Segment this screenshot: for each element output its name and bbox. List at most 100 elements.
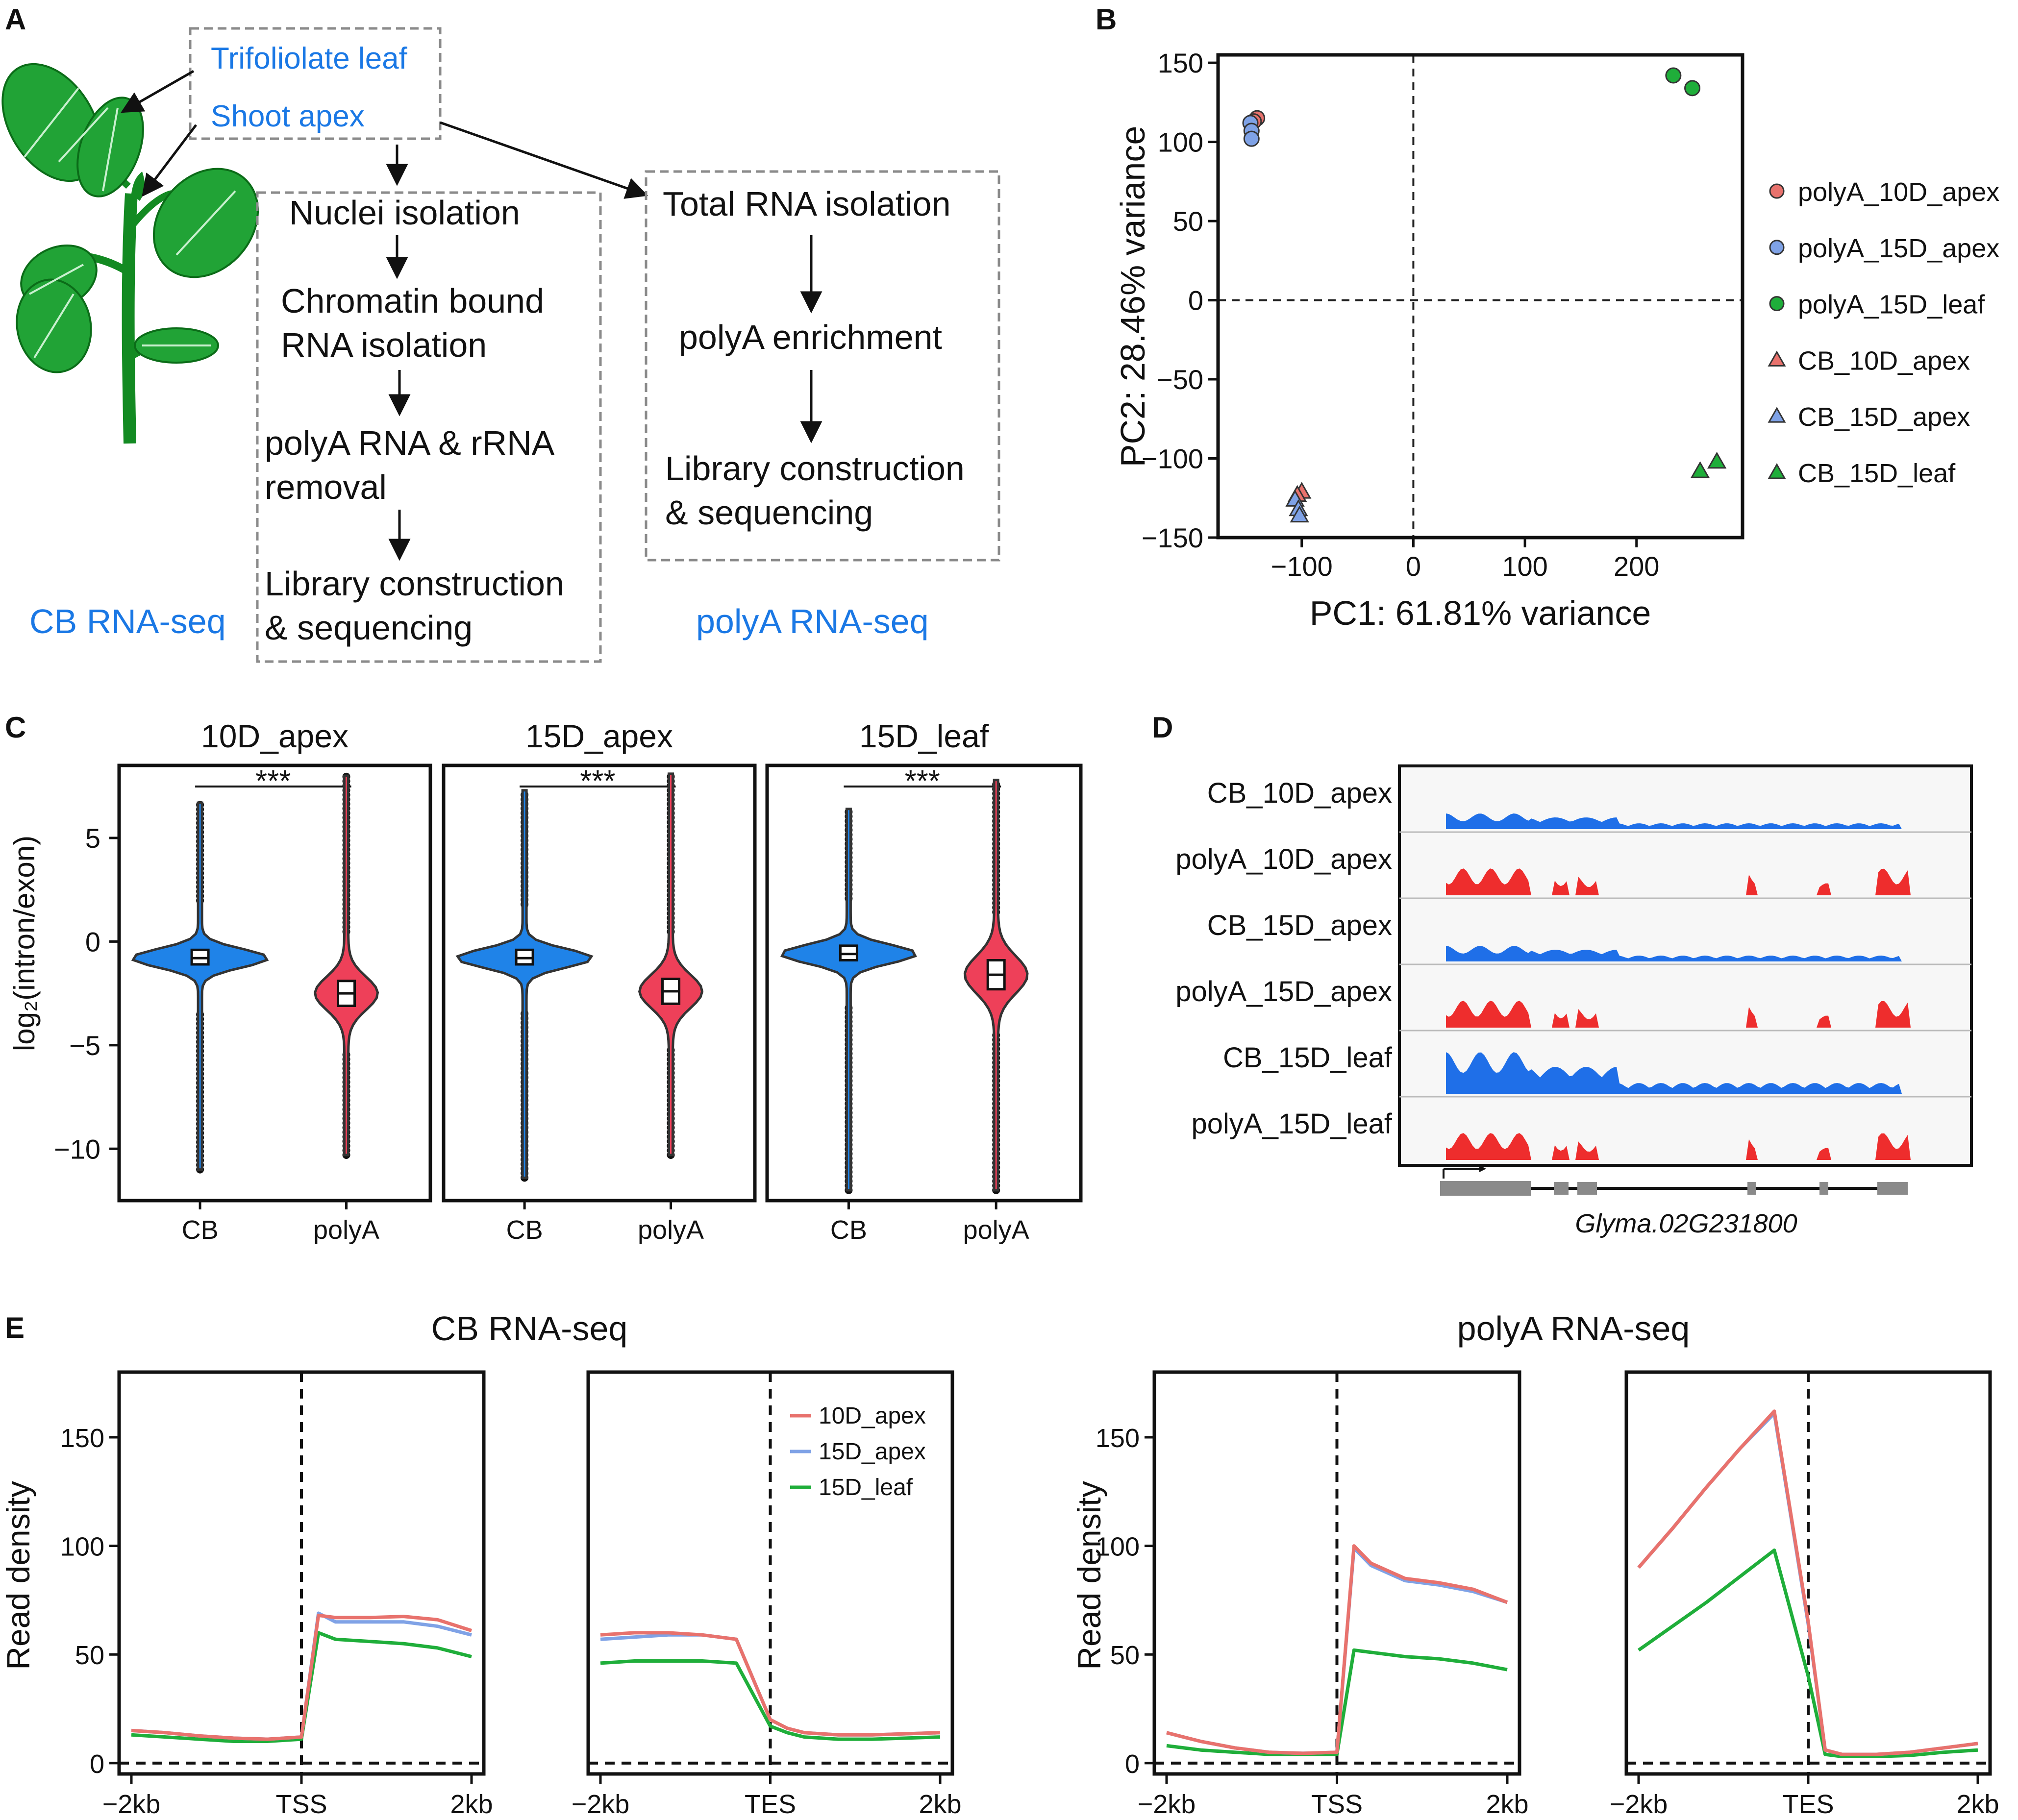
profile-y-tick-label: 150 — [1096, 1424, 1140, 1453]
profile-y-tick-label: 50 — [75, 1641, 104, 1670]
pca-point — [1665, 67, 1682, 84]
pca-legend-label: CB_15D_leaf — [1798, 459, 1956, 488]
track-row-CB_10D_apex: CB_10D_apex — [1207, 777, 1921, 829]
profile-plot-cb_tss: 0 50 100 150 −2kb TSS 2kb — [60, 1370, 493, 1819]
coverage-track — [1446, 946, 1921, 961]
cb-step-nuclei: Nuclei isolation — [289, 194, 520, 232]
track-row-polyA_15D_apex: polyA_15D_apex — [1175, 963, 1971, 1028]
panel-e-profiles: CB RNA-seq polyA RNA-seq Read density Re… — [0, 1309, 1999, 1819]
track-label: polyA_15D_leaf — [1191, 1108, 1392, 1140]
profile-x-tick-label: 2kb — [1486, 1790, 1528, 1819]
profile-legend: 10D_apex 15D_apex 15D_leaf — [790, 1403, 926, 1500]
pca-x-tick-label: 0 — [1406, 551, 1421, 582]
coverage-track — [1446, 1052, 1921, 1094]
violin-x-tick-label: CB — [506, 1215, 543, 1245]
polya-step-total-rna: Total RNA isolation — [663, 185, 951, 223]
pca-y-tick-label: 50 — [1173, 206, 1203, 237]
track-label: CB_15D_leaf — [1223, 1042, 1393, 1074]
panel-label-c: C — [5, 711, 26, 744]
violin-x-tick-label: polyA — [638, 1215, 704, 1245]
profile-y-tick-label: 0 — [90, 1749, 104, 1779]
violin-panel-frame — [765, 763, 1083, 1203]
profile-x-tick-label: −2kb — [1610, 1790, 1668, 1819]
violin-panel-frame — [117, 763, 432, 1203]
pca-legend-label: polyA_10D_apex — [1798, 177, 1999, 207]
cb-step-polya-removal: polyA RNA & rRNA — [265, 424, 555, 462]
pca-point — [1290, 505, 1309, 523]
track-label: CB_10D_apex — [1207, 777, 1392, 809]
pca-y-axis-label: PC2: 28.46% variance — [1114, 126, 1152, 467]
pca-legend-label: polyA_15D_apex — [1798, 234, 1999, 263]
violin-x-tick-label: polyA — [313, 1215, 379, 1245]
profile-plot-pa_tss: 0 50 100 150 −2kb TSS 2kb — [1096, 1370, 1529, 1819]
significance-stars: *** — [580, 764, 615, 798]
profile-line-10D_apex — [131, 1613, 473, 1741]
cb-step-sequencing: & sequencing — [265, 609, 473, 647]
track-row-CB_15D_apex: CB_15D_apex — [1207, 897, 1971, 961]
panel-label-a: A — [5, 3, 26, 36]
soybean-plant-illustration — [1, 63, 259, 444]
profile-legend-label: 15D_apex — [819, 1439, 926, 1465]
violin-panel-15D_apex: 15D_apex *** CB polyA — [442, 718, 757, 1245]
pca-legend-label: polyA_15D_leaf — [1798, 290, 1985, 320]
pca-y-tick-label: 0 — [1188, 285, 1203, 316]
track-row-polyA_15D_leaf: polyA_15D_leaf — [1191, 1096, 1971, 1160]
pca-y-tick-label: −100 — [1142, 443, 1203, 474]
polya-step-enrichment: polyA enrichment — [679, 318, 942, 356]
cb-step-chromatin: Chromatin bound — [281, 282, 544, 320]
profile-x-tick-label: −2kb — [102, 1790, 161, 1819]
profile-line-10D_apex — [1637, 1409, 1978, 1756]
pca-plot-frame — [1216, 53, 1744, 540]
profile-x-tick-label: TES — [745, 1790, 796, 1819]
pca-legend-marker — [1768, 463, 1786, 479]
violin-panel-title: 15D_leaf — [859, 718, 989, 754]
violin-x-tick-label: polyA — [963, 1215, 1029, 1245]
profile-title-cb: CB RNA-seq — [431, 1309, 628, 1348]
pca-point — [1690, 461, 1710, 478]
pca-legend-label: CB_10D_apex — [1798, 346, 1970, 375]
profile-y-tick-label: 50 — [1110, 1641, 1140, 1670]
cb-rnaseq-label: CB RNA-seq — [29, 602, 226, 640]
profile-line-10D_apex — [1166, 1544, 1508, 1755]
pca-legend-marker — [1769, 296, 1785, 312]
violin-body-CB — [780, 808, 917, 1192]
violin-panel-frame — [442, 763, 757, 1203]
coverage-track — [1446, 1001, 1921, 1028]
profile-title-polya: polyA RNA-seq — [1457, 1309, 1690, 1348]
violin-body-CB — [455, 789, 594, 1179]
track-label: CB_15D_apex — [1207, 910, 1392, 941]
violin-x-tick-label: CB — [182, 1215, 219, 1245]
profile-plot-cb_tes: −2kb TES 2kb — [572, 1370, 962, 1819]
violin-panel-15D_leaf: 15D_leaf *** CB polyA — [765, 718, 1083, 1245]
pca-y-tick-label: 150 — [1158, 48, 1203, 78]
profile-y-tick-label: 100 — [1096, 1532, 1140, 1562]
violin-body-CB — [131, 801, 269, 1171]
cb-step-rna-isolation: RNA isolation — [281, 326, 487, 364]
pca-y-tick-label: 100 — [1158, 127, 1203, 158]
violin-panel-title: 15D_apex — [525, 718, 673, 754]
profile-legend-label: 10D_apex — [819, 1403, 926, 1429]
violin-body-polyA — [638, 772, 704, 1156]
pca-point — [1684, 80, 1701, 97]
profile-legend-label: 15D_leaf — [819, 1475, 913, 1500]
profile-x-tick-label: 2kb — [919, 1790, 961, 1819]
profile-y-tick-label: 150 — [60, 1424, 104, 1453]
profile-line-15D_leaf — [1637, 1549, 1978, 1758]
panel-a-workflow: Trifoliolate leaf Shoot apex Nuclei isol… — [1, 27, 1000, 663]
violin-panel-10D_apex: 10D_apex *** CB polyA — [117, 718, 432, 1245]
pca-y-tick-label: −150 — [1142, 522, 1203, 553]
violin-y-tick-label: −5 — [69, 1030, 100, 1061]
profile-plot-pa_tes: −2kb TES 2kb — [1610, 1370, 1999, 1819]
coverage-track — [1446, 813, 1921, 829]
pca-legend-marker — [1769, 240, 1785, 255]
gene-model — [1440, 1165, 1908, 1196]
polya-step-library: Library construction — [665, 449, 965, 488]
coverage-track — [1446, 868, 1921, 895]
polya-step-sequencing: & sequencing — [665, 493, 873, 532]
panel-b-pca: −150 −100 −50 0 50 100 150 −100 0 100 200 PC1: 61… — [1114, 48, 1999, 632]
profile-x-tick-label: TSS — [1311, 1790, 1363, 1819]
violin-y-axis-label: log₂(intron/exon) — [8, 836, 41, 1051]
violin-y-tick-label: −10 — [54, 1133, 100, 1164]
track-label: polyA_10D_apex — [1175, 843, 1392, 875]
